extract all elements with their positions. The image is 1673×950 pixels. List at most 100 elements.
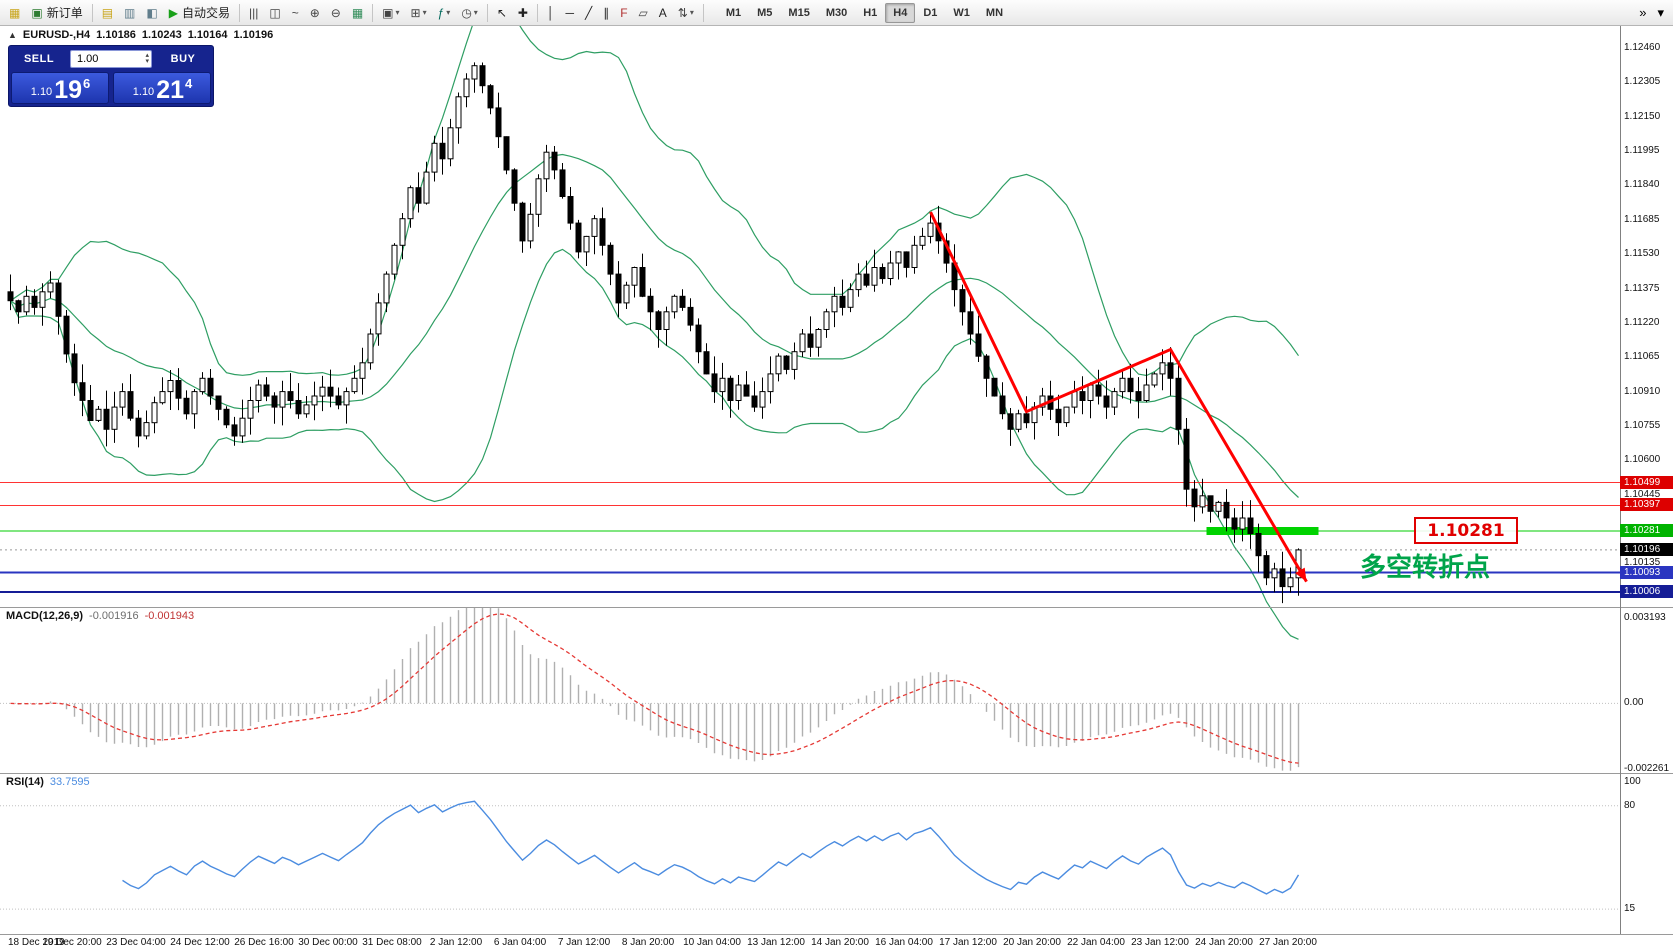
vertical-line-icon[interactable]: │ — [542, 3, 560, 23]
volume-spinner[interactable]: ▴ ▾ — [145, 52, 149, 65]
price-axis-tick: 1.12305 — [1624, 76, 1661, 88]
time-axis-label: 10 Jan 04:00 — [683, 937, 741, 948]
data-window-icon[interactable]: ▥ — [119, 3, 140, 23]
volume-value[interactable]: 1.00 — [77, 53, 99, 65]
timeframe-h1[interactable]: H1 — [863, 6, 878, 19]
price-axis-tick: 1.11995 — [1624, 145, 1660, 157]
cursor-icon[interactable]: ↖ — [492, 3, 512, 23]
volume-control[interactable]: 1.00 ▴ ▾ — [70, 50, 152, 68]
horizontal-line-icon-glyph: ─ — [565, 5, 574, 20]
macd-axis-label: 0.00 — [1624, 697, 1644, 709]
arrows-icon[interactable]: ⇅ ▾ — [673, 3, 699, 23]
low-value: 1.10164 — [187, 29, 228, 41]
macd-main-value: -0.001916 — [89, 610, 139, 622]
close-value: 1.10196 — [233, 29, 274, 41]
turning-point-label[interactable]: 多空转折点 — [1360, 552, 1491, 582]
price-axis-tick: 1.10600 — [1624, 454, 1661, 466]
sell-button[interactable]: 1.10 19 6 — [11, 72, 109, 104]
price-callout-box[interactable]: 1.10281 — [1414, 517, 1518, 544]
timeframe-m30[interactable]: M30 — [825, 6, 848, 19]
new-chart-icon[interactable]: ▣ ▾ — [377, 3, 404, 23]
zoom-in-icon-glyph: ⊕ — [309, 5, 320, 20]
price-axis-tick: 1.11685 — [1624, 213, 1660, 225]
toolbar-separator — [238, 3, 240, 22]
trendline-icon[interactable]: ╱ — [580, 3, 597, 23]
toolbar-customize-icon[interactable]: ▾ — [1657, 5, 1664, 20]
one-click-trading-panel: SELL 1.00 ▴ ▾ BUY 1.10 19 6 1.10 21 4 — [8, 45, 214, 107]
symbol-period-label: EURUSD-,H4 — [22, 29, 91, 41]
zoom-out-icon[interactable]: ⊖ — [326, 3, 346, 23]
timeframe-h4[interactable]: H4 — [885, 2, 916, 23]
periods-icon[interactable]: ◷ ▾ — [456, 3, 483, 23]
cursor-icon-glyph: ↖ — [496, 5, 507, 20]
price-axis-tick: 1.11530 — [1624, 248, 1660, 260]
timeframe-d1[interactable]: D1 — [923, 6, 938, 19]
toolbar-separator — [536, 3, 538, 22]
zoom-out-icon-glyph: ⊖ — [330, 5, 341, 20]
toolbar-overflow-icon[interactable]: » — [1639, 5, 1647, 20]
rsi-header: RSI(14) 33.7595 — [6, 776, 90, 788]
buy-button[interactable]: 1.10 21 4 — [113, 72, 211, 104]
toolbar-separator — [372, 3, 374, 22]
sell-price-prefix: 1.10 — [30, 86, 53, 98]
chevron-down-icon: ▾ — [473, 7, 478, 17]
data-window-icon-glyph: ▥ — [124, 5, 136, 20]
price-line-tag: 1.10006 — [1620, 585, 1673, 598]
horizontal-line-icon[interactable]: ─ — [560, 3, 579, 23]
time-axis-label: 23 Dec 04:00 — [106, 937, 166, 948]
price-axis-tick: 1.11220 — [1624, 316, 1660, 328]
bar-chart-icon[interactable]: ||| — [244, 3, 263, 23]
rsi-value: 33.7595 — [49, 776, 90, 788]
buy-price-prefix: 1.10 — [132, 86, 155, 98]
fibonacci-icon-glyph: F — [620, 5, 628, 20]
price-axis-tick: 1.10755 — [1624, 419, 1661, 431]
line-chart-icon[interactable]: ~ — [287, 3, 304, 23]
one-click-collapse-icon[interactable]: ▲ — [8, 30, 17, 40]
price-axis-tick: 1.11065 — [1624, 351, 1660, 363]
market-watch-icon[interactable]: ▤ — [97, 3, 118, 23]
toolbar: ▦ ▣ 新订单 ▤ ▥ ◧ ▶ 自动交易 ||| ◫ ~ ⊕ ⊖ ▦ ▣ ▾ ⊞ ▾ ƒ ▾ ◷ ▾ ↖ ✚ │ ─ ╱ ∥ F ▱ A ⇅ ▾… — [0, 0, 1673, 26]
fibonacci-icon[interactable]: F — [615, 3, 632, 23]
chart-window-icon[interactable]: ▦ — [4, 3, 25, 23]
vertical-line-icon-glyph: │ — [546, 5, 555, 20]
time-axis-label: 18 Dec 2019 — [8, 937, 65, 948]
tile-windows-icon-glyph: ▦ — [351, 5, 364, 20]
timeframe-mn[interactable]: MN — [985, 6, 1004, 19]
volume-down-icon[interactable]: ▾ — [145, 58, 149, 65]
autotrading-button-label: 自动交易 — [181, 5, 230, 20]
chevron-down-icon: ▾ — [446, 7, 451, 17]
zoom-in-icon[interactable]: ⊕ — [305, 3, 325, 23]
time-axis-label: 19 Dec 20:00 — [42, 937, 102, 948]
buy-price-pip: 4 — [185, 76, 193, 91]
text-icon[interactable]: A — [654, 3, 672, 23]
timeframe-m15[interactable]: M15 — [788, 6, 810, 19]
current-price-tag: 1.10196 — [1620, 542, 1673, 556]
navigator-icon[interactable]: ◧ — [141, 3, 162, 23]
price-line-tag: 1.10281 — [1620, 524, 1673, 538]
crosshair-icon[interactable]: ✚ — [513, 3, 533, 23]
shapes-icon[interactable]: ▱ — [634, 3, 653, 23]
chevron-down-icon: ▾ — [689, 7, 694, 17]
tile-windows-icon[interactable]: ▦ — [347, 3, 368, 23]
indicators-icon[interactable]: ƒ ▾ — [433, 3, 456, 23]
profiles-icon[interactable]: ⊞ ▾ — [406, 3, 432, 23]
price-axis-tick: 1.11840 — [1624, 179, 1660, 191]
time-axis-label: 30 Dec 00:00 — [298, 937, 358, 948]
new-order-button-label: 新订单 — [46, 5, 83, 20]
equidistant-channel-icon[interactable]: ∥ — [598, 3, 614, 23]
price-axis-tick: 1.11375 — [1624, 282, 1660, 294]
timeframe-w1[interactable]: W1 — [953, 6, 970, 19]
new-order-button[interactable]: ▣ 新订单 — [26, 3, 87, 23]
time-axis-label: 16 Jan 04:00 — [875, 937, 933, 948]
timeframe-m1[interactable]: M1 — [725, 6, 742, 19]
candlestick-chart-icon[interactable]: ◫ — [264, 3, 285, 23]
timeframe-m5[interactable]: M5 — [757, 6, 773, 19]
volume-up-icon[interactable]: ▴ — [145, 52, 149, 59]
chart-area[interactable]: ▲ EURUSD-,H4 1.10186 1.10243 1.10164 1.1… — [0, 26, 1673, 950]
autotrading-button[interactable]: ▶ 自动交易 — [164, 3, 235, 23]
chart-window-icon-glyph: ▦ — [9, 5, 21, 20]
timeframe-bar: M1 M5 M15 M30 H1 H4 D1 W1 MN — [718, 2, 1011, 23]
autotrading-icon: ▶ — [168, 5, 178, 20]
rsi-axis-label: 100 — [1624, 776, 1641, 787]
time-axis-label: 23 Jan 12:00 — [1131, 937, 1189, 948]
